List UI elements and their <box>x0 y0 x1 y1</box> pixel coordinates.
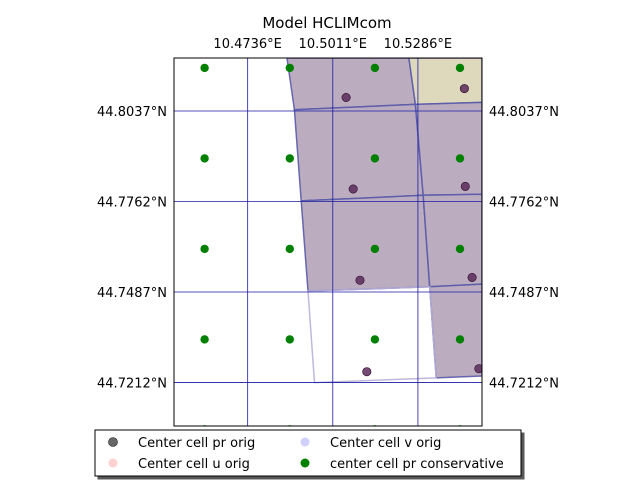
point-pr-orig <box>474 364 482 374</box>
y-tick-label-right: 44.7762°N <box>489 196 559 211</box>
y-tick-labels: 44.8037°N 44.8037°N 44.7762°N 44.7762°N 44.7… <box>97 105 559 392</box>
point-pr-conservative <box>455 154 465 163</box>
grid-cell-polygon <box>422 193 482 288</box>
point-pr-orig <box>460 181 470 191</box>
legend-marker <box>300 458 310 468</box>
point-pr-conservative <box>370 244 380 254</box>
point-pr-conservative <box>285 154 294 163</box>
point-pr-conservative <box>370 63 380 73</box>
chart-title: Model HCLIMcom <box>262 14 391 32</box>
point-pr-conservative <box>285 335 294 344</box>
point-pr-conservative <box>200 154 209 163</box>
y-tick-label-left: 44.8037°N <box>97 105 167 120</box>
gridlines <box>174 58 482 426</box>
grid-cell-polygon <box>286 58 417 111</box>
point-pr-orig <box>362 367 372 377</box>
point-pr-orig <box>341 93 351 103</box>
grid-cell-polygon <box>408 58 482 106</box>
point-pr-conservative <box>200 335 209 344</box>
data-points <box>200 63 482 426</box>
grid-cell-polygons <box>286 58 482 384</box>
y-tick-label-left: 44.7212°N <box>97 377 167 392</box>
legend-marker <box>300 437 310 447</box>
legend-box <box>94 429 522 477</box>
point-pr-conservative <box>370 154 380 163</box>
legend-label: Center cell pr orig <box>138 436 255 451</box>
legend-label: Center cell u orig <box>138 457 250 472</box>
x-tick-label: 10.4736°E <box>213 37 281 52</box>
point-pr-conservative <box>200 244 209 254</box>
legend-marker <box>108 458 118 468</box>
y-tick-label-right: 44.7212°N <box>489 377 559 392</box>
legend-label: center cell pr conservative <box>330 457 504 472</box>
grid-cell-polygon <box>414 101 482 197</box>
x-tick-labels: 10.4736°E 10.5011°E 10.5286°E <box>213 37 452 52</box>
grid-cell-polygon <box>293 103 425 202</box>
grid-cell-polygon <box>307 286 438 384</box>
legend-label: Center cell v orig <box>330 436 441 451</box>
point-pr-conservative <box>370 335 380 344</box>
point-pr-orig <box>355 275 365 285</box>
legend: Center cell pr orig Center cell u orig Cen… <box>94 429 522 477</box>
point-pr-conservative <box>285 63 294 73</box>
point-pr-orig <box>348 184 358 194</box>
point-pr-conservative <box>455 63 465 73</box>
x-tick-label: 10.5011°E <box>299 37 367 52</box>
y-tick-label-right: 44.7487°N <box>489 286 559 301</box>
point-pr-orig <box>467 272 477 282</box>
y-tick-label-left: 44.7487°N <box>97 286 167 301</box>
y-tick-label-left: 44.7762°N <box>97 196 167 211</box>
y-tick-label-right: 44.8037°N <box>489 105 559 120</box>
point-pr-conservative <box>285 244 294 254</box>
x-tick-label: 10.5286°E <box>384 37 452 52</box>
grid-cell-polygon <box>428 283 482 379</box>
legend-marker <box>108 437 118 447</box>
point-pr-conservative <box>455 244 465 254</box>
grid-cell-polygon <box>300 194 431 292</box>
point-pr-orig <box>459 84 469 94</box>
plot-frame <box>173 57 483 427</box>
plot-area <box>173 57 483 427</box>
point-pr-conservative <box>455 335 465 344</box>
point-pr-conservative <box>200 63 209 73</box>
